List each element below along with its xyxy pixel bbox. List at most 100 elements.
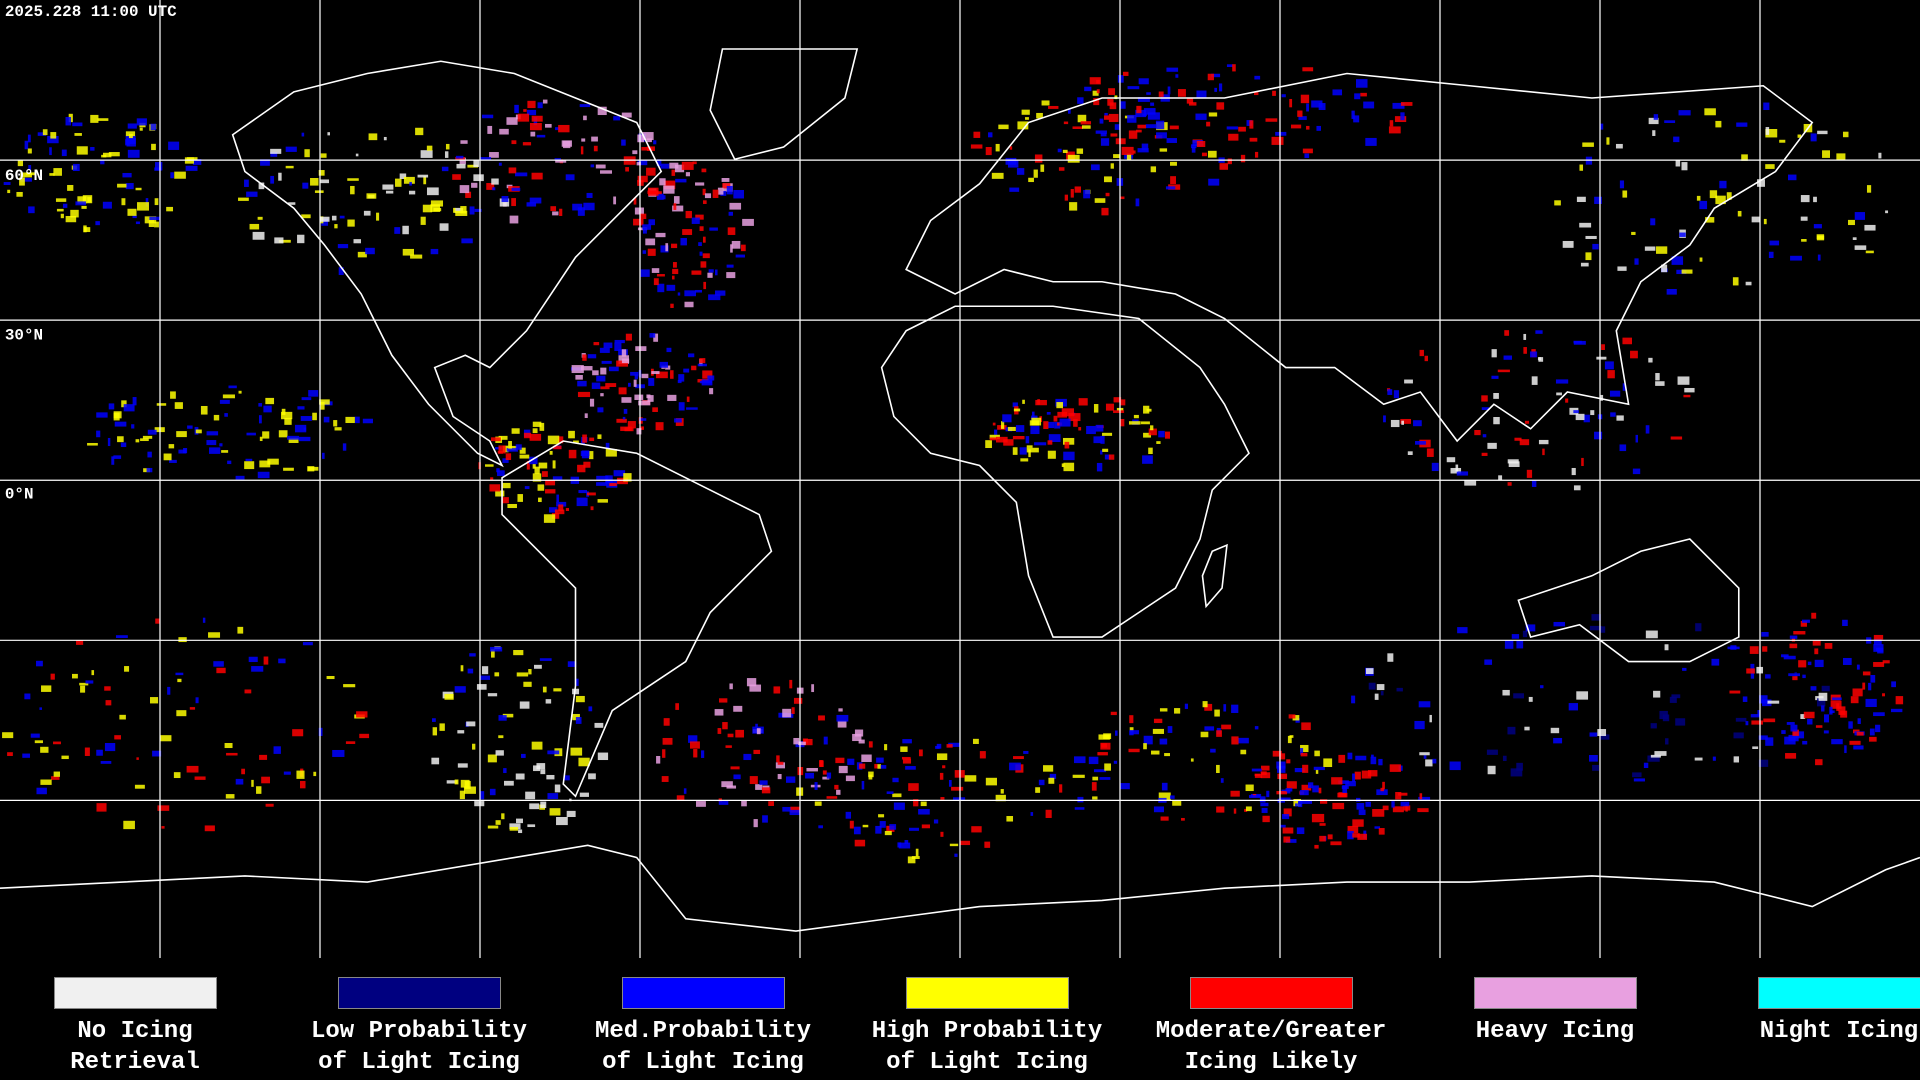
icing-pixel — [72, 122, 83, 127]
icing-pixel — [1013, 408, 1021, 412]
icing-pixel — [1757, 710, 1760, 716]
icing-pixel — [1338, 754, 1346, 763]
icing-pixel — [1072, 774, 1085, 778]
icing-pixel — [278, 239, 291, 243]
eurasia — [905, 72, 1814, 443]
icing-pixel — [1502, 755, 1507, 762]
icing-pixel — [160, 735, 172, 742]
icing-pixel — [918, 809, 930, 815]
icing-pixel — [296, 770, 305, 779]
icing-pixel — [691, 217, 700, 224]
icing-pixel — [1201, 152, 1207, 157]
icing-pixel — [1063, 121, 1069, 125]
icing-pixel — [1807, 661, 1812, 666]
icing-pixel — [19, 177, 25, 186]
icing-pixel — [964, 775, 977, 782]
icing-pixel — [1831, 739, 1843, 745]
icing-pixel — [1245, 784, 1254, 792]
icing-pixel — [786, 776, 796, 783]
icing-pixel — [485, 464, 494, 467]
icing-pixel — [95, 221, 100, 226]
icing-pixel — [1148, 428, 1157, 436]
icing-pixel — [523, 432, 532, 439]
icing-pixel — [859, 763, 866, 769]
icing-pixel — [1457, 627, 1468, 634]
icing-pixel — [1342, 785, 1348, 793]
icing-pixel — [1873, 712, 1885, 717]
icing-pixel — [1297, 110, 1303, 117]
legend-text: Moderate/Greater — [1155, 1018, 1387, 1045]
icing-pixel — [594, 722, 604, 728]
icing-pixel — [557, 436, 564, 444]
icing-pixel — [1119, 418, 1125, 427]
icing-pixel — [53, 771, 60, 777]
icing-pixel — [1351, 695, 1356, 704]
icing-pixel — [206, 431, 219, 436]
icing-pixel — [1102, 448, 1109, 452]
icing-pixel — [1074, 186, 1081, 193]
icing-pixel — [257, 216, 263, 220]
icing-pixel — [721, 781, 733, 788]
legend-text: Low Probability — [310, 1018, 528, 1045]
icing-pixel — [1001, 421, 1005, 429]
icing-pixel — [1762, 646, 1768, 652]
icing-pixel — [1865, 250, 1874, 254]
icing-pixel — [1387, 653, 1394, 662]
icing-pixel — [532, 463, 536, 469]
icing-pixel — [1801, 239, 1807, 242]
icing-pixel — [1041, 100, 1050, 106]
icing-pixel — [1148, 447, 1153, 455]
icing-pixel — [1425, 759, 1433, 767]
icing-pixel — [1138, 78, 1149, 85]
icing-pixel — [1353, 115, 1360, 123]
icing-pixel — [1043, 421, 1049, 430]
icing-pixel — [1298, 801, 1303, 808]
icing-pixel — [382, 184, 394, 190]
icing-pixel — [460, 779, 470, 788]
icing-pixel — [332, 749, 345, 757]
icing-pixel — [495, 447, 502, 450]
icing-pixel — [665, 243, 669, 252]
icing-pixel — [27, 148, 32, 154]
icing-pixel — [803, 738, 813, 746]
icing-pixel — [814, 782, 818, 790]
icing-pixel — [577, 464, 586, 473]
icing-pixel — [868, 741, 873, 748]
icing-pixel — [1850, 696, 1859, 704]
icing-pixel — [50, 673, 55, 680]
legend-label: Heavy Icing — [1413, 1016, 1697, 1047]
icing-pixel — [587, 492, 596, 496]
icing-pixel — [571, 365, 584, 374]
icing-pixel — [1059, 418, 1071, 427]
icing-pixel — [251, 779, 254, 787]
icing-pixel — [323, 416, 330, 423]
icing-pixel — [1311, 813, 1325, 823]
icing-pixel — [1128, 421, 1141, 425]
icing-pixel — [1170, 176, 1176, 185]
icing-pixel — [1271, 136, 1284, 145]
icing-pixel — [1729, 690, 1741, 694]
icing-pixel — [1355, 755, 1367, 761]
icing-pixel — [725, 745, 732, 748]
icing-pixel — [648, 377, 655, 386]
icing-pixel — [549, 808, 561, 816]
icing-pixel — [695, 214, 704, 220]
icing-pixel — [1254, 773, 1262, 778]
icing-pixel — [163, 453, 172, 461]
icing-pixel — [363, 210, 371, 216]
icing-pixel — [1137, 148, 1149, 153]
icing-pixel — [1432, 758, 1437, 764]
icing-pixel — [322, 452, 325, 459]
icing-pixel — [489, 788, 496, 796]
icing-pixel — [39, 707, 42, 710]
icing-pixel — [1575, 413, 1585, 421]
icing-pixel — [1100, 132, 1107, 137]
icing-pixel — [174, 171, 186, 179]
south-america — [501, 440, 773, 798]
icing-pixel — [633, 197, 637, 205]
icing-pixel — [476, 684, 487, 690]
icing-pixel — [616, 418, 627, 423]
icing-pixel — [1523, 333, 1527, 340]
icing-pixel — [613, 116, 621, 121]
icing-pixel — [146, 467, 153, 473]
